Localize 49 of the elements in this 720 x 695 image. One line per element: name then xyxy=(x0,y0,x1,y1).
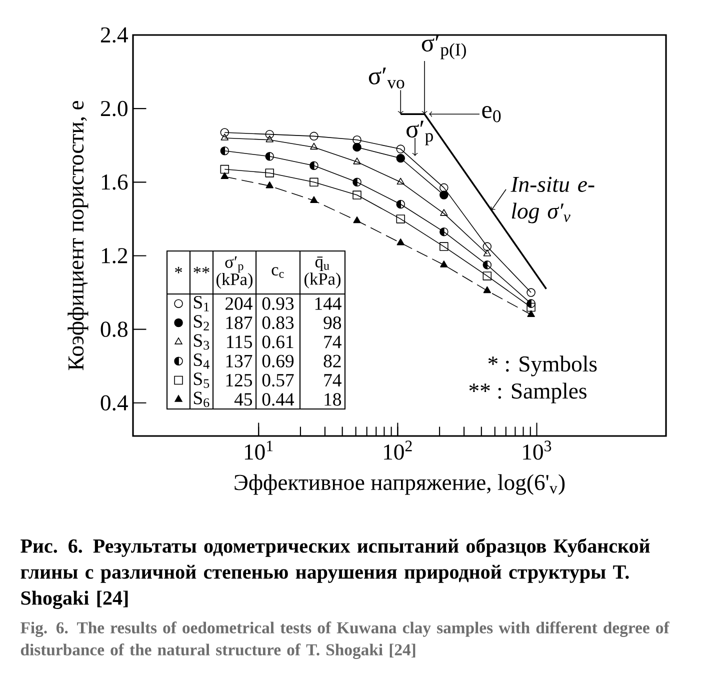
annotation: σ′$_{p}$ xyxy=(406,120,433,146)
legend-label: In-situ e-log σ′$_{v}$ xyxy=(510,176,594,224)
annotation: 0.83 xyxy=(262,316,294,330)
annotation: 137 xyxy=(226,354,252,368)
annotation: ** : Samples xyxy=(469,382,586,404)
annotation: 74 xyxy=(324,374,342,386)
annotation: 18 xyxy=(324,393,342,406)
annotation: 115 xyxy=(227,336,252,348)
y-tick-label: 2.0 xyxy=(100,100,128,116)
y-axis-title: Коэффициент пористости, e xyxy=(68,101,88,370)
annotation: 0.61 xyxy=(262,336,294,348)
annotation: 0.44 xyxy=(262,393,294,406)
annotation: c$_{c}$ xyxy=(272,267,284,278)
annotation: 0.93 xyxy=(262,297,294,310)
annotation: 98 xyxy=(324,316,342,330)
y-tick-label: 1.6 xyxy=(102,174,128,190)
annotation: * xyxy=(175,266,182,274)
x-axis-title: Эффективное напряжение, log(6'$_{v}$) xyxy=(234,474,565,495)
legend-label: S$_{3}$ xyxy=(194,334,210,350)
x-tick-label: 10$^{2}$ xyxy=(384,440,412,460)
annotation: 45 xyxy=(234,393,252,406)
text: Fig. 6. The results of oedometrical tests of Kuwana clay samples with different degree of disturbance of the natural structure of T. Shogaki [24] xyxy=(20,622,670,659)
x-tick-label: 10$^{1}$ xyxy=(244,440,273,460)
annotation: 204 xyxy=(226,297,252,310)
y-tick-label: 0.8 xyxy=(100,322,128,338)
legend-label: S$_{5}$ xyxy=(194,372,210,388)
annotation: * : Symbols xyxy=(488,356,597,376)
legend-label: S$_{6}$ xyxy=(194,392,210,408)
y-tick-label: 1.2 xyxy=(102,248,128,264)
legend-label: S$_{4}$ xyxy=(194,353,210,369)
annotation: 144 xyxy=(315,297,342,310)
annotation: σ′$_{p}$ (kPa) xyxy=(216,256,253,289)
annotation: 0.69 xyxy=(262,354,294,368)
annotation: 187 xyxy=(226,316,252,330)
annotation: e$_{0}$ xyxy=(482,106,501,122)
y-tick-label: 2.4 xyxy=(100,27,128,43)
annotation: ** xyxy=(194,266,210,274)
legend-label: S$_{2}$ xyxy=(194,315,209,330)
text: Рис. 6. Результаты одометрических испытаний образцов Кубанской глины с различной степенью нарушения природной структуры T. Shogaki [24] xyxy=(20,538,650,610)
annotation: σ′$_{p(I)}$ xyxy=(422,34,466,60)
annotation: 0.57 xyxy=(262,374,294,387)
annotation: 82 xyxy=(324,354,341,368)
annotation: σ′$_{vo}$ xyxy=(368,68,404,88)
x-tick-label: 10$^{3}$ xyxy=(523,440,552,460)
annotation: 125 xyxy=(226,374,252,387)
annotation: 74 xyxy=(324,336,342,348)
annotation: q̄$_{u}$ (kPa) xyxy=(304,256,341,288)
y-tick-label: 0.4 xyxy=(100,395,128,411)
legend-label: S$_{1}$ xyxy=(194,296,209,312)
